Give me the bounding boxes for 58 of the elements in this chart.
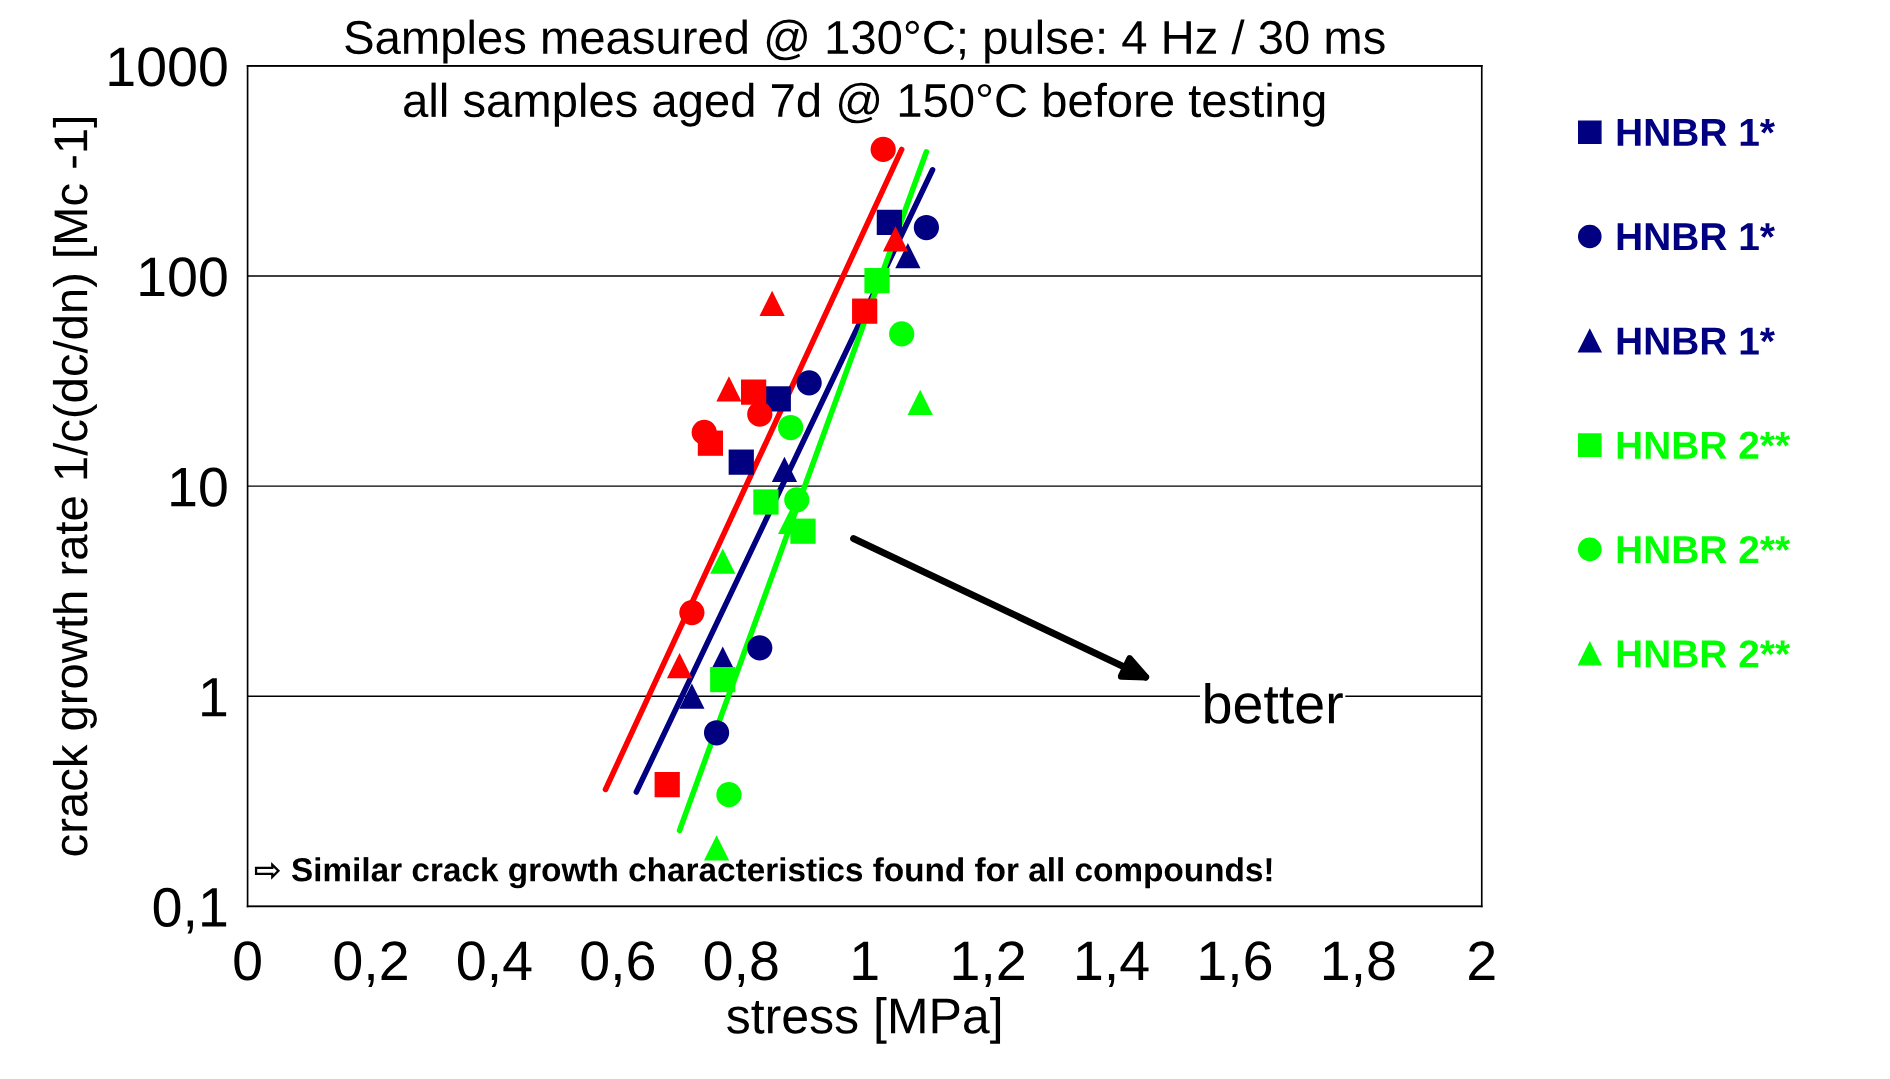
point [728, 449, 754, 475]
point [679, 599, 705, 626]
point [654, 771, 680, 798]
chart-subtitle: all samples aged 7d @ 150°C before testing [404, 82, 1325, 127]
y-tick-label: 10 [171, 467, 227, 507]
point [895, 242, 921, 269]
x-tick-label: 1,2 [953, 941, 1024, 988]
point [716, 376, 742, 402]
point [716, 782, 742, 808]
legend-label: HNBR 2** [1617, 535, 1791, 564]
point [889, 321, 915, 347]
annotation: ⇨ Similar crack growth characteristics found for all compounds! [254, 857, 1272, 889]
x-tick-label: 0,4 [457, 941, 532, 988]
point [710, 548, 736, 574]
point [759, 290, 785, 317]
x-axis-title: stress [MPa] [727, 997, 1001, 1044]
point [740, 379, 767, 405]
point [778, 414, 804, 441]
y-tick-label: 1 [202, 678, 227, 717]
point [753, 489, 779, 515]
legend-label: HNBR 2** [1617, 640, 1791, 668]
y-tick-label: 0,1 [153, 887, 227, 934]
legend-label: HNBR 1* [1617, 327, 1775, 355]
point [784, 487, 810, 513]
point [870, 136, 896, 163]
x-tick-label: 0,2 [334, 941, 407, 988]
x-tick-label: 2 [1469, 941, 1495, 980]
point [771, 456, 798, 483]
point [882, 226, 909, 252]
point [710, 666, 736, 693]
annotation: better [1205, 682, 1343, 724]
legend-label: HNBR 1* [1617, 223, 1775, 251]
y-axis-title: crack growth rate 1/c(dc/dn) [Mc -1] [52, 118, 97, 856]
point [691, 419, 717, 446]
point [913, 214, 939, 241]
point [703, 720, 730, 746]
x-tick-label: 0 [234, 941, 261, 981]
legend-label: HNBR 1* [1617, 119, 1775, 146]
x-tick-label: 0,8 [704, 941, 778, 988]
point [864, 268, 890, 294]
point [747, 635, 773, 661]
y-tick-label: 100 [140, 257, 227, 297]
point [666, 652, 693, 679]
point [876, 209, 902, 235]
x-tick-label: 1 [853, 941, 878, 980]
x-tick-label: 1,8 [1323, 941, 1395, 988]
x-tick-label: 1,4 [1077, 941, 1149, 988]
legend-label: HNBR 2** [1617, 431, 1791, 459]
point [907, 389, 933, 416]
point [747, 401, 773, 427]
y-tick-label: 1000 [109, 47, 227, 87]
point [796, 370, 822, 396]
point [852, 298, 878, 324]
x-tick-label: 0,6 [581, 941, 655, 988]
point [679, 683, 705, 709]
point [765, 386, 791, 412]
x-tick-label: 1,6 [1200, 941, 1272, 988]
chart-title: Samples measured @ 130°C; pulse: 4 Hz / 30 ms [345, 19, 1385, 64]
